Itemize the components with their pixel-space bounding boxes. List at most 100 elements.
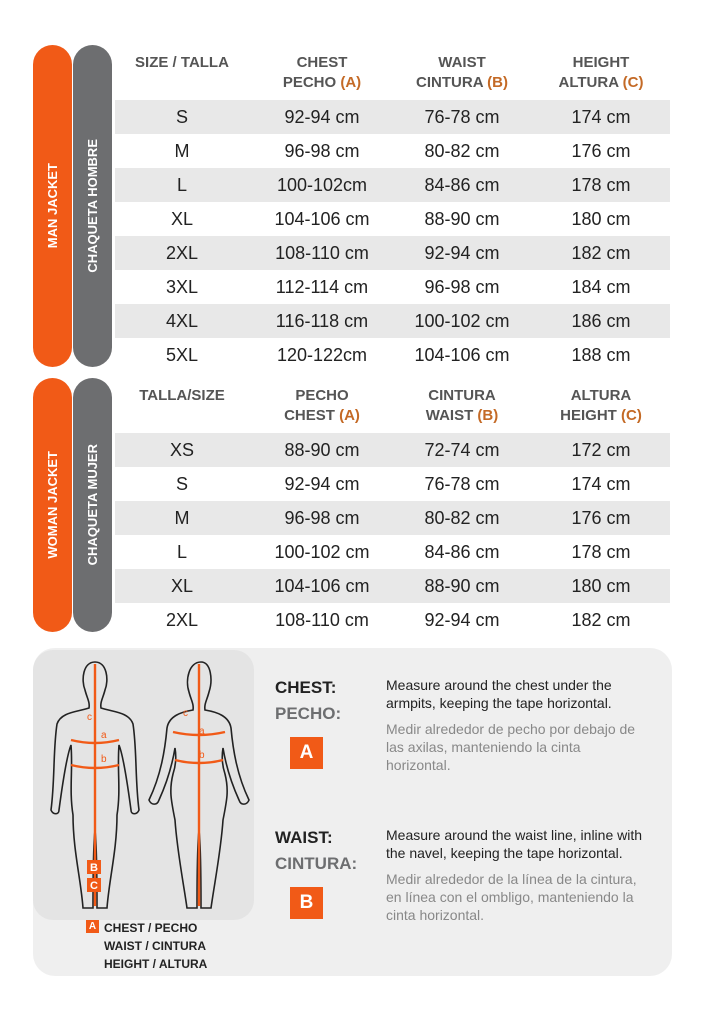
table-row: M 96-98 cm 80-82 cm 176 cm <box>115 134 670 168</box>
table-row: S 92-94 cm 76-78 cm 174 cm <box>115 467 670 501</box>
table-cell: 176 cm <box>571 508 631 528</box>
header-line: PECHO (A) <box>252 73 392 93</box>
column-header: WAIST CINTURA (B) <box>392 53 532 93</box>
figure-box <box>33 650 254 920</box>
table-row: 3XL 112-114 cm 96-98 cm 184 cm <box>115 270 670 304</box>
table-cell: 188 cm <box>571 345 631 365</box>
table-cell: 182 cm <box>571 243 631 263</box>
measure-badge: B <box>290 887 323 919</box>
header-line: CINTURA (B) <box>392 73 532 93</box>
table-cell: M <box>174 508 190 528</box>
table-cell: M <box>174 141 190 161</box>
column-header: PECHO CHEST (A) <box>252 386 392 426</box>
table-row: 5XL 120-122cm 104-106 cm 188 cm <box>115 338 670 372</box>
measure-badge: A <box>290 737 323 769</box>
table-cell: 88-90 cm <box>424 576 500 596</box>
measure-text-es: Medir alrededor de la línea de la cintur… <box>386 871 637 923</box>
table-cell: 92-94 cm <box>424 610 500 630</box>
legend-item: CHEST / PECHO <box>104 921 198 935</box>
header-line: WAIST <box>438 54 486 71</box>
table-cell: 72-74 cm <box>424 440 500 460</box>
table-row: XL 104-106 cm 88-90 cm 180 cm <box>115 569 670 603</box>
table-cell: XL <box>170 576 194 596</box>
table-row: S 92-94 cm 76-78 cm 174 cm <box>115 100 670 134</box>
table-cell: L <box>176 542 187 562</box>
table-cell: 108-110 cm <box>275 610 369 630</box>
figure-label: c <box>183 708 188 719</box>
section-pill: WOMAN JACKET <box>33 378 72 632</box>
table-cell: 184 cm <box>571 277 631 297</box>
header-letter: (A) <box>339 407 360 424</box>
figure-label: a <box>199 726 205 737</box>
section-label: MAN JACKET <box>45 163 60 249</box>
measure-title: CHEST: <box>275 678 337 697</box>
header-line: ALTURA <box>570 387 632 404</box>
header-line: HEIGHT (C) <box>531 406 671 426</box>
table-cell: 2XL <box>165 243 199 263</box>
table-cell: 176 cm <box>571 141 631 161</box>
header-line: CHEST (A) <box>252 406 392 426</box>
section-pill: CHAQUETA MUJER <box>73 378 112 632</box>
table-cell: 96-98 cm <box>284 141 360 161</box>
table-cell: 2XL <box>165 610 199 630</box>
table-cell: 4XL <box>165 311 199 331</box>
table-cell: 104-106 cm <box>274 209 370 229</box>
header-letter: (B) <box>477 407 499 424</box>
table-row: M 96-98 cm 80-82 cm 176 cm <box>115 501 670 535</box>
table-row: 4XL 116-118 cm 100-102 cm 186 cm <box>115 304 670 338</box>
table-row: L 100-102cm 84-86 cm 178 cm <box>115 168 670 202</box>
table-cell: 80-82 cm <box>424 141 500 161</box>
measure-subtitle: CINTURA: <box>275 854 358 873</box>
column-header: TALLA/SIZE <box>112 386 252 406</box>
table-cell: 112-114 cm <box>275 277 369 297</box>
header-letter: (C) <box>622 74 644 91</box>
table-cell: 84-86 cm <box>424 542 500 562</box>
table-cell: 92-94 cm <box>424 243 500 263</box>
table-row: XS 88-90 cm 72-74 cm 172 cm <box>115 433 670 467</box>
legend-badge: A <box>86 920 99 933</box>
section-pill: CHAQUETA HOMBRE <box>73 45 112 367</box>
table-cell: XL <box>170 209 194 229</box>
table-cell: XS <box>169 440 194 460</box>
table-cell: S <box>175 107 188 127</box>
column-header: ALTURA HEIGHT (C) <box>531 386 671 426</box>
figure-label: C <box>90 880 98 892</box>
header-line: CHEST <box>296 54 348 71</box>
table-cell: 100-102 cm <box>274 542 370 562</box>
figure-label: b <box>101 754 107 765</box>
table-cell: 178 cm <box>571 175 631 195</box>
header-line: TALLA/SIZE <box>139 387 225 404</box>
table-row: 2XL 108-110 cm 92-94 cm 182 cm <box>115 236 670 270</box>
section-label: CHAQUETA MUJER <box>85 444 100 566</box>
header-line: HEIGHT <box>572 54 630 71</box>
table-cell: 174 cm <box>571 107 631 127</box>
table-cell: 186 cm <box>571 311 631 331</box>
table-cell: 5XL <box>165 345 199 365</box>
table-cell: 180 cm <box>571 209 631 229</box>
header-line: CINTURA <box>428 387 496 404</box>
table-cell: 172 cm <box>571 440 631 460</box>
table-cell: 104-106 cm <box>274 576 370 596</box>
legend: CHEST / PECHO WAIST / CINTURA HEIGHT / A… <box>104 919 207 973</box>
header-letter: (C) <box>621 407 642 424</box>
table-cell: S <box>175 474 188 494</box>
header-line: SIZE / TALLA <box>135 54 229 71</box>
section-label: WOMAN JACKET <box>45 451 60 559</box>
header-letter: (A) <box>340 74 362 91</box>
legend-item: WAIST / CINTURA <box>104 939 206 953</box>
table-cell: 76-78 cm <box>424 107 500 127</box>
measure-text-en: Measure around the chest under the armpi… <box>386 677 612 711</box>
header-letter: (B) <box>487 74 508 91</box>
measure-text-es: Medir alrededor de pecho por debajo de l… <box>386 721 636 773</box>
column-header: CINTURA WAIST (B) <box>392 386 532 426</box>
table-cell: 80-82 cm <box>424 508 500 528</box>
legend-item: HEIGHT / ALTURA <box>104 957 208 971</box>
table-cell: 116-118 cm <box>275 311 369 331</box>
header-text: WAIST <box>425 407 474 424</box>
table-cell: 96-98 cm <box>424 277 500 297</box>
table-cell: 84-86 cm <box>424 175 500 195</box>
table-cell: 178 cm <box>571 542 631 562</box>
header-text: ALTURA <box>558 74 619 91</box>
table-row: XL 104-106 cm 88-90 cm 180 cm <box>115 202 670 236</box>
